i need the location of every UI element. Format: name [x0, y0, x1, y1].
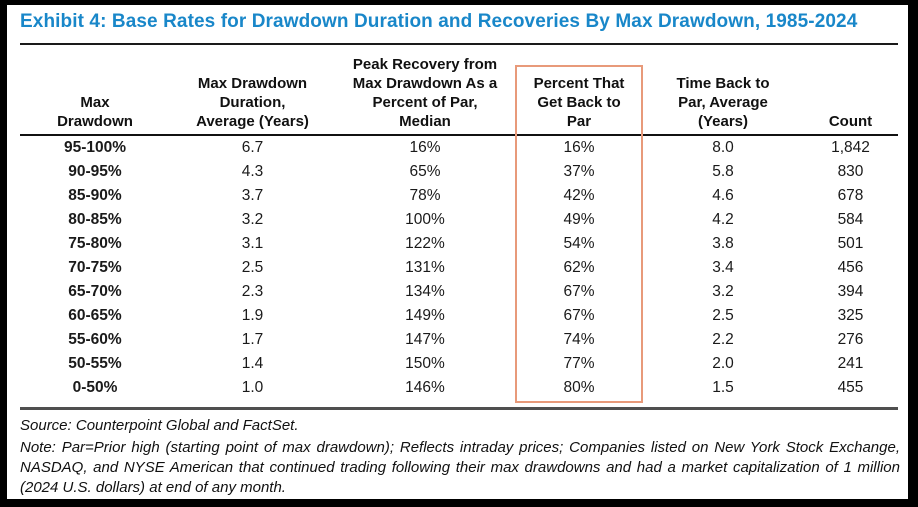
- table-cell: 80%: [563, 379, 595, 396]
- table-cell: 3.2: [712, 283, 734, 300]
- table-cell: 4.6: [712, 187, 734, 204]
- table-row: 80-85% 3.2 100% 49% 4.2 584: [20, 208, 898, 232]
- table-cell: 2.5: [241, 259, 264, 276]
- table-cell: 2.5: [712, 307, 734, 324]
- table-row: 60-65% 1.9 149% 67% 2.5 325: [20, 304, 898, 328]
- header-peak-recovery-median: Peak Recovery from Max Drawdown As a Per…: [335, 47, 515, 136]
- table-cell: 1.4: [241, 355, 264, 372]
- table-cell: 65%: [409, 163, 441, 180]
- table-header: Max Drawdown Max Drawdown Duration, Aver…: [20, 47, 898, 136]
- row-label-max-drawdown: 75-80%: [68, 235, 122, 252]
- source-text: Source: Counterpoint Global and FactSet.: [20, 417, 299, 434]
- table-bottom-rule: [20, 407, 898, 410]
- row-label-max-drawdown: 90-95%: [68, 163, 122, 180]
- table-cell: 2.0: [712, 355, 734, 372]
- table-cell: 150%: [405, 355, 445, 372]
- table-cell: 1.0: [241, 379, 264, 396]
- table-cell: 149%: [405, 307, 445, 324]
- row-label-max-drawdown: 80-85%: [68, 211, 122, 228]
- table-row: 70-75% 2.5 131% 62% 3.4 456: [20, 256, 898, 280]
- row-label-max-drawdown: 85-90%: [68, 187, 122, 204]
- table-cell: 276: [837, 331, 864, 348]
- header-percent-back-to-par: Percent That Get Back to Par: [515, 47, 643, 136]
- row-label-max-drawdown: 70-75%: [68, 259, 122, 276]
- row-label-max-drawdown: 95-100%: [63, 139, 127, 156]
- header-max-drawdown: Max Drawdown: [20, 47, 170, 136]
- table-cell: 1.5: [712, 379, 734, 396]
- table-cell: 3.7: [241, 187, 264, 204]
- table-body: 95-100% 6.7 16% 16% 8.0 1,842 90-95% 4.3 65% 37% 5…: [20, 135, 898, 400]
- table-cell: 37%: [563, 163, 595, 180]
- table-cell: 4.2: [712, 211, 734, 228]
- table-cell: 830: [837, 163, 864, 180]
- table-cell: 131%: [405, 259, 445, 276]
- table-cell: 100%: [405, 211, 445, 228]
- table-row: 95-100% 6.7 16% 16% 8.0 1,842: [20, 135, 898, 160]
- table-cell: 78%: [409, 187, 441, 204]
- table-cell: 3.4: [712, 259, 734, 276]
- table-cell: 42%: [563, 187, 595, 204]
- table-row: 50-55% 1.4 150% 77% 2.0 241: [20, 352, 898, 376]
- title-divider-rule: [20, 43, 898, 45]
- table-cell: 147%: [405, 331, 445, 348]
- table-cell: 67%: [563, 283, 595, 300]
- table-row: 65-70% 2.3 134% 67% 3.2 394: [20, 280, 898, 304]
- table-cell: 6.7: [241, 139, 264, 156]
- table-row: 90-95% 4.3 65% 37% 5.8 830: [20, 160, 898, 184]
- table-cell: 584: [837, 211, 864, 228]
- table-cell: 4.3: [241, 163, 264, 180]
- table-cell: 16%: [409, 139, 441, 156]
- table-cell: 74%: [563, 331, 595, 348]
- row-label-max-drawdown: 50-55%: [68, 355, 122, 372]
- table-row: 85-90% 3.7 78% 42% 4.6 678: [20, 184, 898, 208]
- table-cell: 3.1: [241, 235, 264, 252]
- table-row: 0-50% 1.0 146% 80% 1.5 455: [20, 376, 898, 400]
- header-time-back-to-par: Time Back to Par, Average (Years): [643, 47, 803, 136]
- table-row: 75-80% 3.1 122% 54% 3.8 501: [20, 232, 898, 256]
- table-cell: 54%: [563, 235, 595, 252]
- row-label-max-drawdown: 0-50%: [72, 379, 118, 396]
- table-cell: 455: [837, 379, 864, 396]
- table-cell: 67%: [563, 307, 595, 324]
- table-cell: 1.9: [241, 307, 264, 324]
- table-cell: 394: [837, 283, 864, 300]
- row-label-max-drawdown: 60-65%: [68, 307, 122, 324]
- table-cell: 62%: [563, 259, 595, 276]
- table-cell: 2.3: [241, 283, 264, 300]
- note-text: Note: Par=Prior high (starting point of …: [20, 439, 900, 496]
- row-label-max-drawdown: 55-60%: [68, 331, 122, 348]
- table-cell: 1,842: [831, 139, 870, 156]
- table-cell: 3.2: [241, 211, 264, 228]
- table-cell: 241: [837, 355, 864, 372]
- table-cell: 122%: [405, 235, 445, 252]
- table-cell: 3.8: [712, 235, 734, 252]
- table-cell: 49%: [563, 211, 595, 228]
- drawdown-table: Max Drawdown Max Drawdown Duration, Aver…: [20, 47, 898, 400]
- table-cell: 16%: [563, 139, 595, 156]
- header-count: Count: [803, 47, 898, 136]
- row-label-max-drawdown: 65-70%: [68, 283, 122, 300]
- table-cell: 501: [837, 235, 864, 252]
- table-row: 55-60% 1.7 147% 74% 2.2 276: [20, 328, 898, 352]
- header-duration-average: Max Drawdown Duration, Average (Years): [170, 47, 335, 136]
- table-cell: 146%: [405, 379, 445, 396]
- table-cell: 678: [837, 187, 864, 204]
- table-cell: 5.8: [712, 163, 734, 180]
- table-cell: 456: [837, 259, 864, 276]
- table-cell: 2.2: [712, 331, 734, 348]
- table-cell: 134%: [405, 283, 445, 300]
- table-cell: 77%: [563, 355, 595, 372]
- exhibit-page: Exhibit 4: Base Rates for Drawdown Durat…: [7, 5, 908, 499]
- exhibit-title: Exhibit 4: Base Rates for Drawdown Durat…: [20, 11, 858, 32]
- table-cell: 8.0: [712, 139, 734, 156]
- table-cell: 1.7: [241, 331, 264, 348]
- table-cell: 325: [837, 307, 864, 324]
